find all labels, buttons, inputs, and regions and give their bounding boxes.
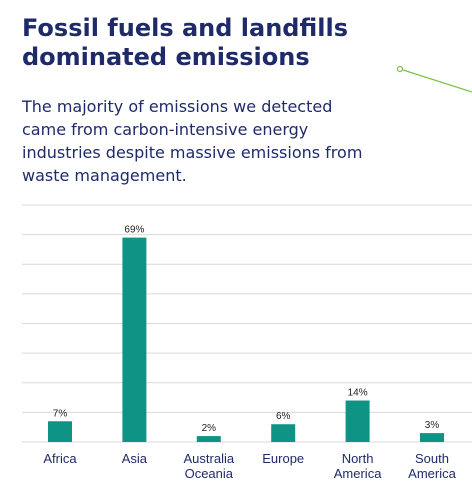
bar: [271, 424, 296, 442]
bar-value-label: 69%: [124, 225, 144, 236]
bar-value-label: 14%: [348, 388, 368, 399]
bar: [196, 436, 221, 442]
bar-value-label: 2%: [202, 423, 217, 434]
category-label: South: [415, 451, 449, 466]
category-label: Australia: [184, 451, 235, 466]
category-label: America: [408, 466, 456, 481]
bar: [345, 400, 370, 442]
category-label: America: [334, 466, 382, 481]
bar-value-label: 7%: [53, 408, 68, 419]
decorative-line: [396, 65, 472, 93]
bar-value-label: 3%: [425, 420, 440, 431]
category-label: Europe: [262, 451, 304, 466]
category-label: Africa: [43, 451, 77, 466]
chart-subtitle: The majority of emissions we detected ca…: [22, 97, 363, 185]
category-label: Asia: [122, 451, 148, 466]
category-label: North: [342, 451, 374, 466]
bar: [122, 237, 147, 442]
chart-title: Fossil fuels and landfills dominated emi…: [22, 14, 348, 71]
category-label: Oceania: [185, 466, 234, 481]
bar-value-label: 6%: [276, 411, 291, 422]
bar: [420, 433, 444, 442]
bar: [48, 421, 72, 442]
